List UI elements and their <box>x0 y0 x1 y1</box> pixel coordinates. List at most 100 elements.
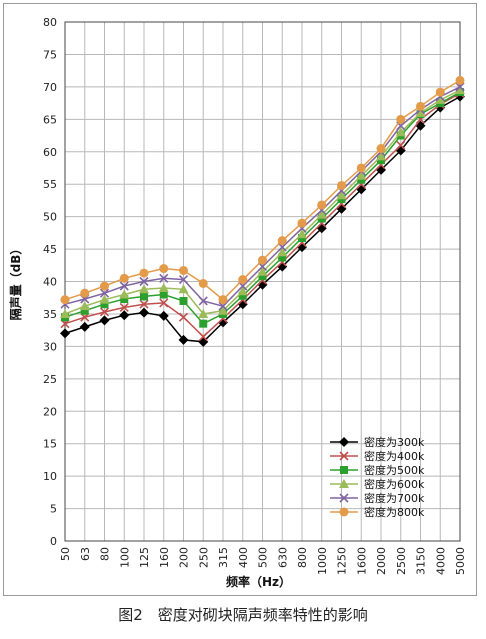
data-point-marker <box>79 321 90 332</box>
legend-item: 密度为300k <box>330 435 425 449</box>
marker-stroke <box>159 273 169 283</box>
data-point-marker <box>178 284 189 294</box>
data-point-marker <box>198 296 208 306</box>
data-point-marker <box>396 114 406 124</box>
y-axis-title: 隔声量（dB） <box>8 243 23 321</box>
x-tick-label: 4000 <box>434 547 447 575</box>
data-point-marker <box>178 312 189 322</box>
legend-item: 密度为700k <box>330 491 425 505</box>
data-point-marker <box>339 451 349 461</box>
legend-label: 密度为700k <box>364 491 425 505</box>
data-point-marker <box>455 82 465 92</box>
data-point-marker <box>340 466 348 474</box>
data-point-marker <box>218 295 228 305</box>
data-point-marker <box>119 302 129 313</box>
x-tick-label: 63 <box>79 547 92 561</box>
y-tick-label: 10 <box>43 470 57 483</box>
data-point-marker <box>99 288 110 298</box>
data-point-marker <box>60 328 70 339</box>
x-axis-ticks: 50 63 80 100 125 160 200 250 315 400 500 630 800 1000… <box>59 547 467 575</box>
data-point-marker <box>376 151 386 161</box>
data-point-marker <box>376 144 386 154</box>
marker-stroke <box>99 288 110 298</box>
data-point-marker <box>258 255 267 265</box>
data-point-marker <box>139 276 149 287</box>
x-tick-label: 500 <box>257 547 270 568</box>
y-axis-ticks: 0 5 10 15 20 25 30 35 40 45 50 55 60 65 70 75 80 <box>43 16 57 548</box>
marker-stroke <box>159 298 169 308</box>
legend-label: 密度为500k <box>364 463 425 477</box>
marker-stroke <box>238 281 248 291</box>
x-tick-label: 250 <box>197 547 210 568</box>
series-6 <box>60 75 465 305</box>
data-point-marker <box>139 299 149 309</box>
data-point-marker <box>238 291 247 300</box>
marker-stroke <box>339 451 349 461</box>
data-point-marker <box>80 288 90 298</box>
y-tick-label: 0 <box>50 535 57 548</box>
x-tick-label: 1000 <box>316 547 329 575</box>
series-4 <box>60 85 465 318</box>
x-tick-label: 100 <box>118 547 131 568</box>
data-point-marker <box>258 272 267 281</box>
data-point-marker <box>356 170 367 180</box>
data-point-marker <box>140 292 148 301</box>
data-point-marker <box>218 301 228 311</box>
x-tick-label: 630 <box>276 547 289 568</box>
marker-stroke <box>178 312 189 322</box>
data-point-marker <box>257 266 268 276</box>
data-point-marker <box>395 127 406 137</box>
data-point-marker <box>435 87 445 97</box>
marker-stroke <box>455 82 465 92</box>
x-axis-title: 频率（Hz） <box>226 574 291 589</box>
data-point-marker <box>455 75 465 85</box>
y-tick-label: 75 <box>43 48 57 61</box>
marker-stroke <box>277 242 287 252</box>
data-point-marker <box>297 229 307 239</box>
plot-area-border <box>64 21 461 542</box>
marker-stroke <box>339 493 349 503</box>
data-point-marker <box>339 479 349 488</box>
series-group <box>60 75 465 347</box>
marker-stroke <box>139 299 149 309</box>
data-point-marker <box>396 140 406 150</box>
legend-item: 密度为600k <box>330 477 425 491</box>
x-tick-label: 1600 <box>355 547 368 575</box>
data-point-marker <box>100 281 109 291</box>
data-point-marker <box>178 274 189 285</box>
data-point-marker <box>297 218 307 228</box>
data-point-marker <box>60 295 70 305</box>
data-point-marker <box>356 163 366 173</box>
figure-caption: 图2 密度对砌块隔声频率特性的影响 <box>118 606 368 624</box>
x-tick-label: 2000 <box>375 547 388 575</box>
x-tick-label: 50 <box>59 547 72 561</box>
y-tick-label: 60 <box>43 146 57 159</box>
data-point-marker <box>339 507 349 517</box>
data-point-marker <box>99 307 110 317</box>
data-point-marker <box>99 294 110 304</box>
y-tick-label: 70 <box>43 81 57 94</box>
x-tick-label: 80 <box>99 547 112 561</box>
legend-label: 密度为600k <box>364 477 425 491</box>
data-point-marker <box>416 101 425 111</box>
marker-stroke <box>396 121 406 131</box>
data-point-marker <box>119 310 130 321</box>
data-point-marker <box>139 268 149 278</box>
data-point-marker <box>158 310 169 321</box>
data-point-marker <box>198 278 208 288</box>
data-point-marker <box>119 289 130 299</box>
data-point-marker <box>237 286 248 296</box>
data-point-marker <box>120 295 129 304</box>
data-point-marker <box>435 94 446 104</box>
data-point-marker <box>339 437 349 447</box>
data-point-marker <box>178 334 189 345</box>
y-tick-label: 15 <box>43 438 57 451</box>
data-point-marker <box>139 307 149 318</box>
x-tick-label: 2500 <box>395 547 408 575</box>
data-point-marker <box>277 236 287 246</box>
data-point-marker <box>159 264 169 274</box>
y-tick-label: 35 <box>43 308 57 321</box>
x-tick-label: 125 <box>138 547 151 568</box>
y-tick-label: 30 <box>43 340 57 353</box>
marker-stroke <box>139 276 149 287</box>
